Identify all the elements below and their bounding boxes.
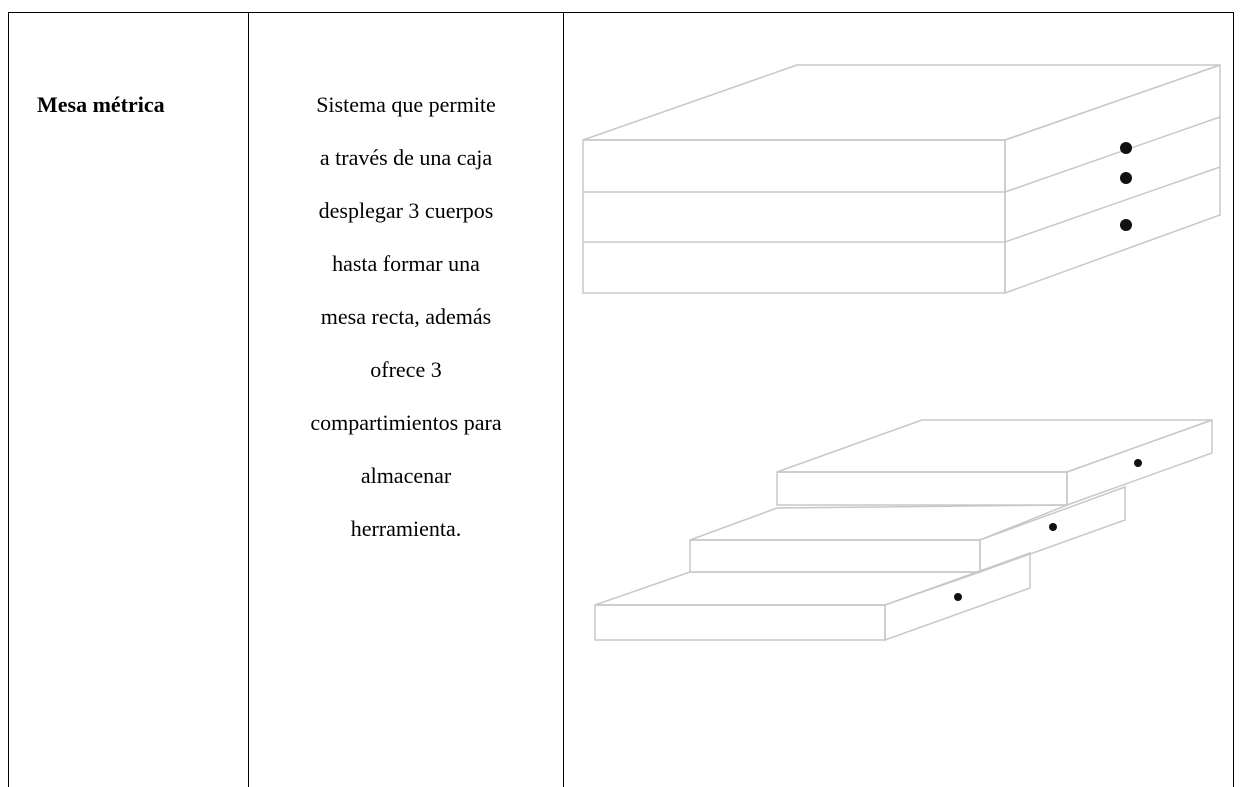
description-line: compartimientos para — [310, 410, 502, 435]
description-line: desplegar 3 cuerpos — [318, 198, 494, 223]
description-line: mesa recta, además — [320, 304, 492, 329]
description-line: a través de una caja — [319, 145, 493, 170]
description-line: Sistema que permite — [316, 92, 496, 117]
description-line: ofrece 3 — [370, 357, 442, 382]
row-title: Mesa métrica — [37, 92, 165, 117]
description-line: hasta formar una — [332, 251, 480, 276]
open-steps — [594, 418, 1213, 642]
table-border — [8, 12, 9, 787]
table-border — [1233, 12, 1234, 787]
description-line: almacenar — [360, 463, 452, 488]
table-border — [8, 12, 1234, 13]
table-border — [563, 12, 564, 787]
description-line: herramienta. — [350, 516, 462, 541]
table-border — [248, 12, 249, 787]
closed-box — [582, 63, 1221, 295]
